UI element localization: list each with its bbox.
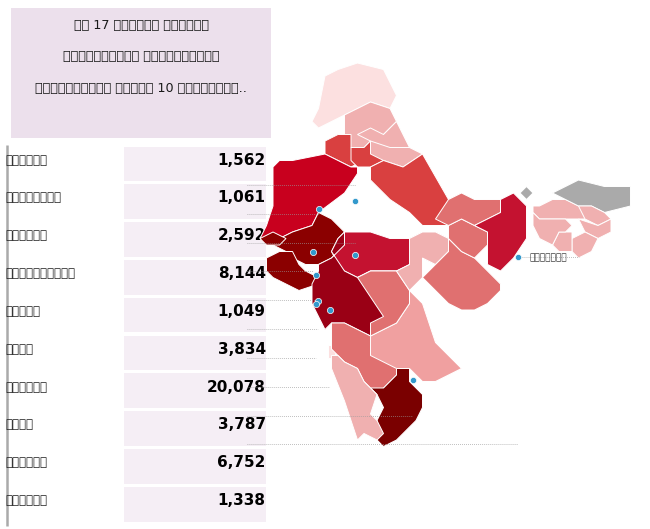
- Polygon shape: [448, 219, 488, 258]
- Text: 3,834: 3,834: [218, 342, 266, 357]
- Text: 1,562: 1,562: [218, 153, 266, 168]
- Polygon shape: [266, 213, 344, 264]
- Polygon shape: [358, 271, 410, 336]
- FancyBboxPatch shape: [124, 298, 266, 333]
- Polygon shape: [396, 232, 448, 304]
- FancyBboxPatch shape: [124, 449, 266, 484]
- FancyBboxPatch shape: [124, 222, 266, 257]
- Polygon shape: [351, 141, 383, 167]
- Polygon shape: [474, 193, 526, 271]
- Text: 1,338: 1,338: [218, 493, 266, 508]
- Text: అహ్మదాబాద్: అహ్మదాబాద్: [6, 267, 75, 280]
- Text: కోల్కత: కోల్కత: [6, 494, 47, 507]
- Text: జోధ్పూర్: జోధ్పూర్: [6, 191, 62, 205]
- Text: మే 17 నాటికి దేశంలో: మే 17 నాటికి దేశంలో: [74, 19, 209, 32]
- Polygon shape: [578, 206, 611, 225]
- Polygon shape: [332, 355, 384, 440]
- Polygon shape: [266, 251, 318, 290]
- FancyBboxPatch shape: [124, 260, 266, 295]
- Polygon shape: [572, 232, 598, 258]
- Polygon shape: [370, 369, 422, 446]
- Polygon shape: [325, 134, 370, 167]
- Polygon shape: [332, 232, 448, 278]
- Text: జైపూర్: జైపూర్: [6, 153, 47, 167]
- Polygon shape: [260, 154, 358, 245]
- Text: 3,787: 3,787: [218, 417, 266, 432]
- Polygon shape: [552, 180, 630, 213]
- FancyBboxPatch shape: [124, 147, 266, 181]
- Polygon shape: [328, 345, 335, 358]
- FancyBboxPatch shape: [124, 373, 266, 408]
- Text: 6,752: 6,752: [217, 455, 266, 470]
- Polygon shape: [533, 213, 572, 245]
- Polygon shape: [312, 232, 410, 336]
- Polygon shape: [422, 239, 500, 310]
- Polygon shape: [370, 290, 461, 381]
- Text: కోల్కతా: కోల్కతా: [529, 253, 567, 262]
- Text: ఇండోర్: ఇండోర్: [6, 229, 47, 242]
- Text: అత్యధికంగా కరోనావైరస్: అత్యధికంగా కరోనావైరస్: [63, 50, 220, 63]
- Text: థాణే: థాణే: [6, 343, 34, 356]
- Text: ముంబయి: ముంబయి: [6, 380, 47, 394]
- Polygon shape: [520, 187, 533, 199]
- Polygon shape: [436, 193, 500, 225]
- Text: పుణే: పుణే: [6, 418, 34, 432]
- Polygon shape: [370, 134, 422, 167]
- Polygon shape: [332, 323, 410, 395]
- FancyBboxPatch shape: [124, 487, 266, 522]
- Text: 1,061: 1,061: [218, 190, 266, 205]
- Polygon shape: [312, 63, 396, 128]
- Text: 8,144: 8,144: [218, 266, 266, 281]
- Polygon shape: [344, 102, 396, 148]
- FancyBboxPatch shape: [124, 412, 266, 446]
- FancyBboxPatch shape: [11, 8, 272, 138]
- Polygon shape: [578, 219, 611, 239]
- Polygon shape: [370, 154, 474, 225]
- Polygon shape: [358, 122, 410, 148]
- Polygon shape: [260, 232, 286, 245]
- Text: చెన్నై: చెన్నై: [6, 456, 47, 469]
- Text: 1,049: 1,049: [218, 304, 266, 319]
- Polygon shape: [552, 232, 572, 251]
- FancyBboxPatch shape: [124, 335, 266, 370]
- Text: సూరత్: సూరత్: [6, 305, 41, 318]
- Text: 20,078: 20,078: [207, 380, 266, 395]
- Text: వ్యాపించిన మొదటి 10 జిల్లాలు..: వ్యాపించిన మొదటి 10 జిల్లాలు..: [36, 82, 247, 95]
- Polygon shape: [533, 199, 604, 219]
- Text: 2,592: 2,592: [217, 229, 266, 243]
- FancyBboxPatch shape: [124, 185, 266, 219]
